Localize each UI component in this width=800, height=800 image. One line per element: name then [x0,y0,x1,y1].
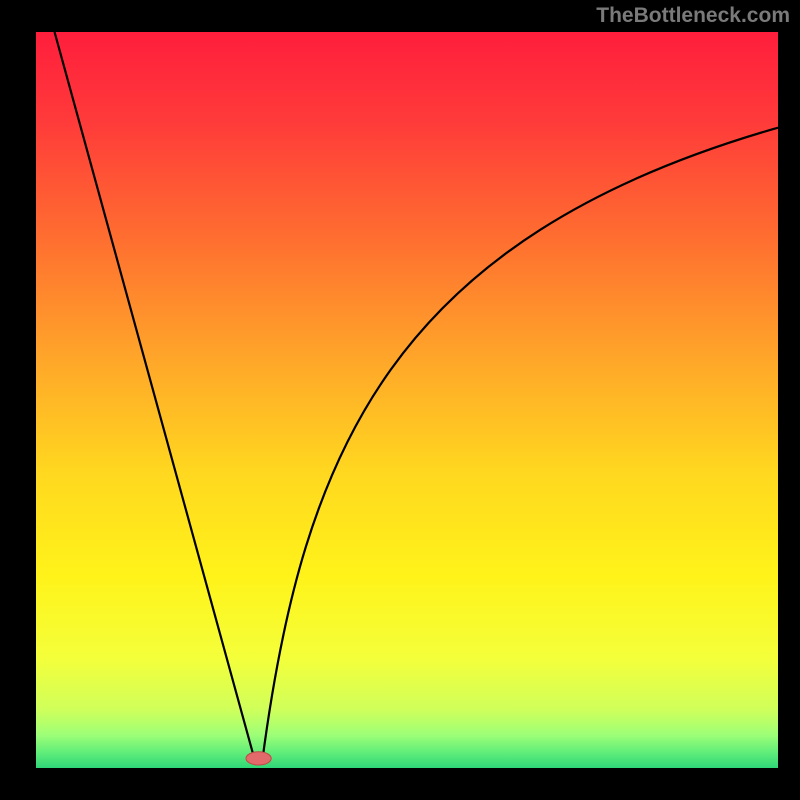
chart-container: TheBottleneck.com [0,0,800,800]
min-marker [246,752,271,765]
watermark-text: TheBottleneck.com [596,4,790,28]
plot-background [36,32,778,768]
chart-svg [0,0,800,800]
